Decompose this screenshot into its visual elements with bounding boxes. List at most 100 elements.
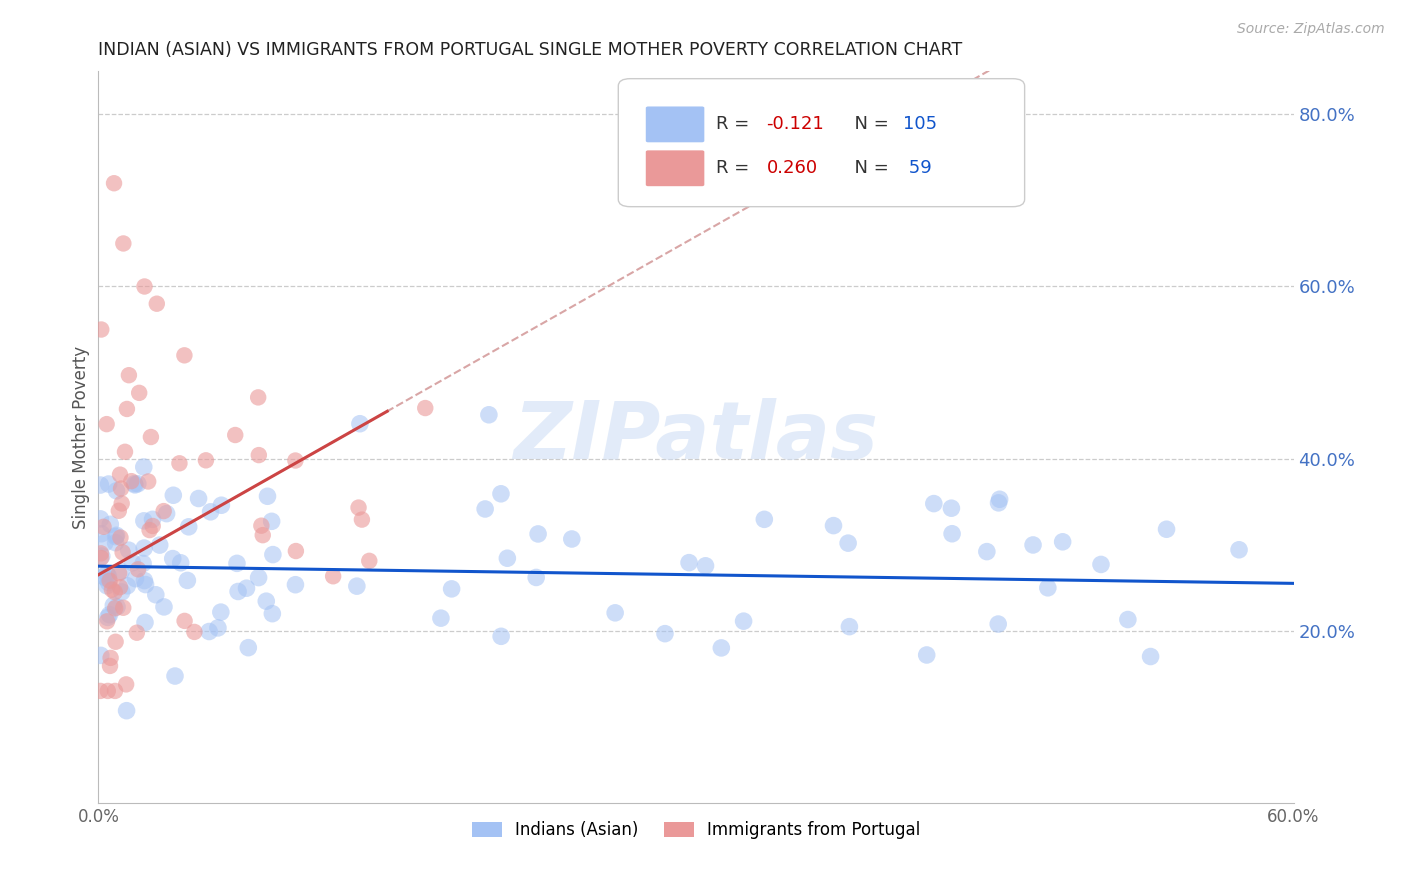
Point	[90, 322, 112, 336]
Point	[98, 574, 121, 588]
Point	[733, 614, 755, 628]
Point	[136, 475, 159, 489]
Point	[1022, 538, 1045, 552]
Point	[97, 575, 120, 590]
Point	[117, 579, 139, 593]
Point	[254, 594, 277, 608]
Point	[97, 569, 120, 583]
Point	[132, 460, 155, 475]
Point	[430, 611, 453, 625]
Point	[108, 566, 131, 581]
Point	[98, 659, 121, 673]
Point	[987, 496, 1010, 510]
Point	[1139, 649, 1161, 664]
Text: R =: R =	[716, 115, 755, 133]
Point	[90, 648, 112, 663]
Point	[209, 605, 232, 619]
Point	[173, 614, 195, 628]
Point	[440, 582, 463, 596]
Point	[183, 624, 205, 639]
Point	[111, 585, 134, 599]
FancyBboxPatch shape	[645, 151, 704, 186]
Point	[104, 535, 127, 549]
Point	[489, 629, 512, 643]
Point	[90, 546, 112, 560]
Point	[96, 579, 118, 593]
Point	[163, 669, 186, 683]
Point	[527, 527, 550, 541]
Text: -0.121: -0.121	[766, 115, 824, 133]
Point	[350, 513, 373, 527]
Point	[169, 456, 191, 470]
Point	[127, 562, 149, 576]
Point	[115, 704, 138, 718]
Point	[110, 565, 132, 579]
Point	[695, 558, 717, 573]
Point	[256, 489, 278, 503]
Point	[97, 610, 120, 624]
Point	[976, 544, 998, 558]
Point	[128, 385, 150, 400]
Point	[142, 519, 165, 533]
Point	[478, 408, 501, 422]
Point	[124, 476, 146, 491]
Point	[262, 548, 284, 562]
Point	[112, 600, 135, 615]
Point	[284, 578, 307, 592]
Text: Source: ZipAtlas.com: Source: ZipAtlas.com	[1237, 22, 1385, 37]
Point	[101, 582, 124, 597]
Point	[96, 615, 118, 629]
Point	[111, 545, 134, 559]
Point	[346, 579, 368, 593]
Point	[89, 478, 111, 492]
Point	[89, 512, 111, 526]
Point	[359, 554, 381, 568]
Point	[97, 477, 120, 491]
Point	[141, 512, 163, 526]
Point	[134, 279, 156, 293]
Point	[754, 512, 776, 526]
Point	[89, 684, 111, 698]
Point	[127, 476, 149, 491]
Point	[252, 528, 274, 542]
Point	[988, 492, 1011, 507]
Text: INDIAN (ASIAN) VS IMMIGRANTS FROM PORTUGAL SINGLE MOTHER POVERTY CORRELATION CHA: INDIAN (ASIAN) VS IMMIGRANTS FROM PORTUG…	[98, 41, 963, 59]
Point	[134, 574, 156, 588]
Point	[162, 488, 184, 502]
Point	[96, 417, 118, 431]
Point	[170, 556, 193, 570]
Point	[134, 615, 156, 630]
Point	[238, 640, 260, 655]
Point	[524, 570, 547, 584]
Point	[115, 677, 138, 691]
Point	[111, 496, 134, 510]
Point	[349, 417, 371, 431]
Point	[987, 617, 1010, 632]
Point	[284, 453, 307, 467]
Point	[176, 574, 198, 588]
Text: ZIPatlas: ZIPatlas	[513, 398, 879, 476]
Point	[173, 348, 195, 362]
Y-axis label: Single Mother Poverty: Single Mother Poverty	[72, 345, 90, 529]
Point	[1116, 613, 1139, 627]
Point	[262, 607, 284, 621]
Point	[145, 588, 167, 602]
Point	[96, 566, 118, 581]
Point	[139, 430, 162, 444]
Point	[104, 634, 127, 648]
Point	[1036, 581, 1059, 595]
Point	[152, 504, 174, 518]
Point	[235, 581, 257, 595]
Point	[678, 556, 700, 570]
Point	[105, 528, 128, 542]
Point	[118, 368, 141, 383]
FancyBboxPatch shape	[645, 106, 704, 143]
Point	[561, 532, 583, 546]
Point	[98, 607, 121, 622]
Legend: Indians (Asian), Immigrants from Portugal: Indians (Asian), Immigrants from Portuga…	[465, 814, 927, 846]
Point	[104, 530, 127, 544]
Point	[347, 500, 370, 515]
Point	[198, 624, 221, 639]
Point	[94, 571, 117, 585]
Point	[104, 585, 127, 599]
